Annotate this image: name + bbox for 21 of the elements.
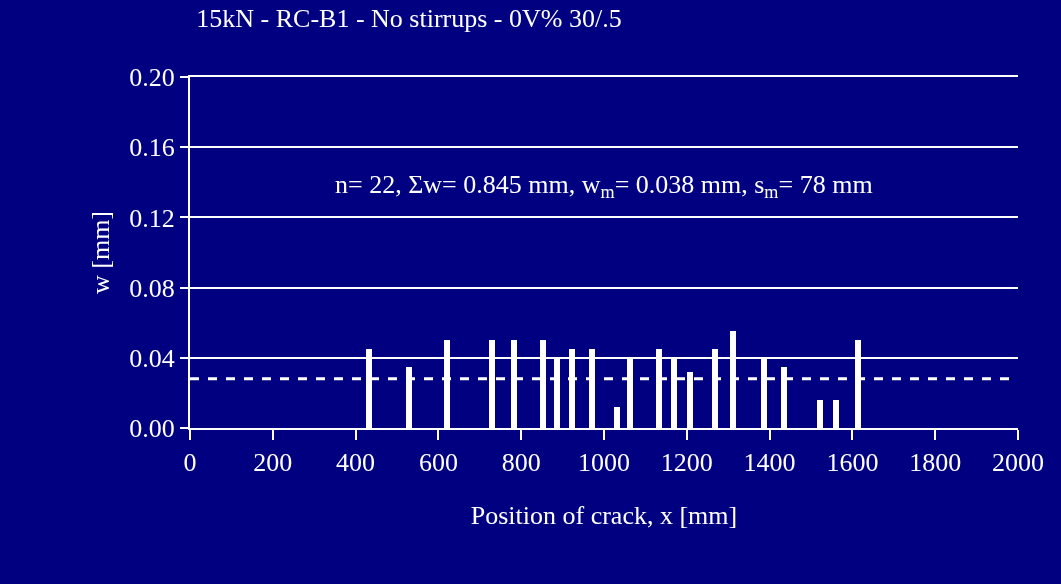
- y-axis-title: w [mm]: [86, 210, 116, 295]
- y-tick-label: 0.08: [129, 273, 175, 303]
- x-tick-label: 2000: [992, 448, 1044, 478]
- y-tick-label: 0.00: [129, 414, 175, 444]
- x-tick-label: 600: [418, 448, 458, 478]
- x-tick-label: 1600: [826, 448, 879, 478]
- chart-title: 15kN - RC-B1 - No stirrups - 0V% 30/.5: [196, 3, 622, 33]
- x-tick-label: 0: [183, 448, 197, 478]
- y-tick-label: 0.04: [129, 343, 175, 373]
- x-tick-label: 200: [253, 448, 293, 478]
- x-tick-label: 1200: [660, 448, 713, 478]
- annotation: n= 22, Σw= 0.845 mm, w$_{m}$= 0.038 mm, s$_{m}$= 78 mm: [335, 170, 873, 203]
- x-axis-title: Position of crack, x [mm]: [470, 501, 738, 531]
- y-tick-label: 0.20: [129, 63, 175, 93]
- y-tick-label: 0.12: [129, 203, 175, 233]
- x-tick-label: 800: [501, 448, 541, 478]
- x-tick-label: 1800: [909, 448, 962, 478]
- y-tick-label: 0.16: [129, 133, 175, 163]
- x-tick-label: 1400: [743, 448, 796, 478]
- x-tick-label: 1000: [578, 448, 630, 478]
- x-tick-label: 400: [336, 448, 376, 478]
